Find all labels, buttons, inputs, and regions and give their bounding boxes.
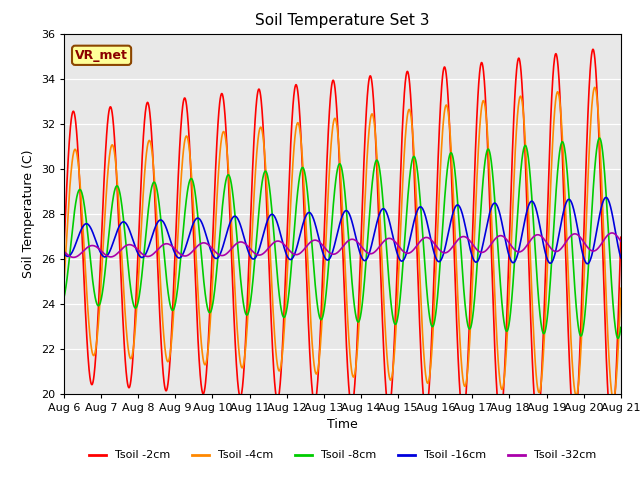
Tsoil -4cm xyxy=(601,263,609,269)
Tsoil -4cm xyxy=(591,84,599,90)
Tsoil -16cm xyxy=(60,251,68,256)
Tsoil -4cm xyxy=(331,116,339,121)
Legend: Tsoil -2cm, Tsoil -4cm, Tsoil -8cm, Tsoil -16cm, Tsoil -32cm: Tsoil -2cm, Tsoil -4cm, Tsoil -8cm, Tsoi… xyxy=(84,446,600,465)
Text: VR_met: VR_met xyxy=(75,49,128,62)
Tsoil -2cm xyxy=(331,83,339,89)
Tsoil -4cm xyxy=(60,279,68,285)
Tsoil -4cm xyxy=(88,350,96,356)
Tsoil -2cm xyxy=(601,318,609,324)
Tsoil -8cm xyxy=(499,306,506,312)
Line: Tsoil -2cm: Tsoil -2cm xyxy=(64,49,621,428)
Tsoil -16cm xyxy=(602,194,610,200)
Tsoil -16cm xyxy=(316,240,324,246)
Tsoil -32cm xyxy=(316,240,324,246)
Tsoil -8cm xyxy=(601,174,609,180)
Tsoil -16cm xyxy=(617,255,625,261)
Title: Soil Temperature Set 3: Soil Temperature Set 3 xyxy=(255,13,429,28)
Y-axis label: Soil Temperature (C): Soil Temperature (C) xyxy=(22,149,35,278)
Tsoil -8cm xyxy=(601,171,609,177)
Tsoil -2cm xyxy=(601,310,609,315)
Tsoil -32cm xyxy=(601,236,609,241)
X-axis label: Time: Time xyxy=(327,418,358,431)
Tsoil -16cm xyxy=(331,241,339,247)
Tsoil -2cm xyxy=(316,337,324,343)
Tsoil -16cm xyxy=(601,195,609,201)
Tsoil -2cm xyxy=(499,403,506,408)
Tsoil -32cm xyxy=(608,230,616,236)
Tsoil -8cm xyxy=(60,295,68,300)
Tsoil -32cm xyxy=(499,233,506,239)
Tsoil -4cm xyxy=(316,348,324,354)
Tsoil -8cm xyxy=(596,135,604,141)
Tsoil -32cm xyxy=(601,236,609,242)
Line: Tsoil -4cm: Tsoil -4cm xyxy=(64,87,621,398)
Tsoil -4cm xyxy=(617,286,625,291)
Tsoil -16cm xyxy=(88,229,96,235)
Tsoil -2cm xyxy=(617,234,625,240)
Tsoil -8cm xyxy=(617,324,625,330)
Tsoil -2cm xyxy=(60,244,68,250)
Tsoil -32cm xyxy=(70,254,77,260)
Tsoil -8cm xyxy=(614,336,622,341)
Tsoil -32cm xyxy=(617,238,625,244)
Tsoil -16cm xyxy=(499,222,506,228)
Tsoil -4cm xyxy=(609,396,617,401)
Tsoil -2cm xyxy=(589,47,596,52)
Tsoil -4cm xyxy=(601,256,609,262)
Line: Tsoil -16cm: Tsoil -16cm xyxy=(64,197,621,264)
Tsoil -4cm xyxy=(499,386,506,392)
Line: Tsoil -8cm: Tsoil -8cm xyxy=(64,138,621,338)
Tsoil -8cm xyxy=(316,315,324,321)
Tsoil -32cm xyxy=(331,251,339,257)
Tsoil -32cm xyxy=(60,249,68,254)
Tsoil -2cm xyxy=(608,425,616,431)
Tsoil -32cm xyxy=(89,243,97,249)
Tsoil -16cm xyxy=(584,261,591,266)
Tsoil -16cm xyxy=(601,195,609,201)
Tsoil -2cm xyxy=(88,381,96,387)
Line: Tsoil -32cm: Tsoil -32cm xyxy=(64,233,621,257)
Tsoil -8cm xyxy=(88,276,96,281)
Tsoil -8cm xyxy=(331,187,339,192)
